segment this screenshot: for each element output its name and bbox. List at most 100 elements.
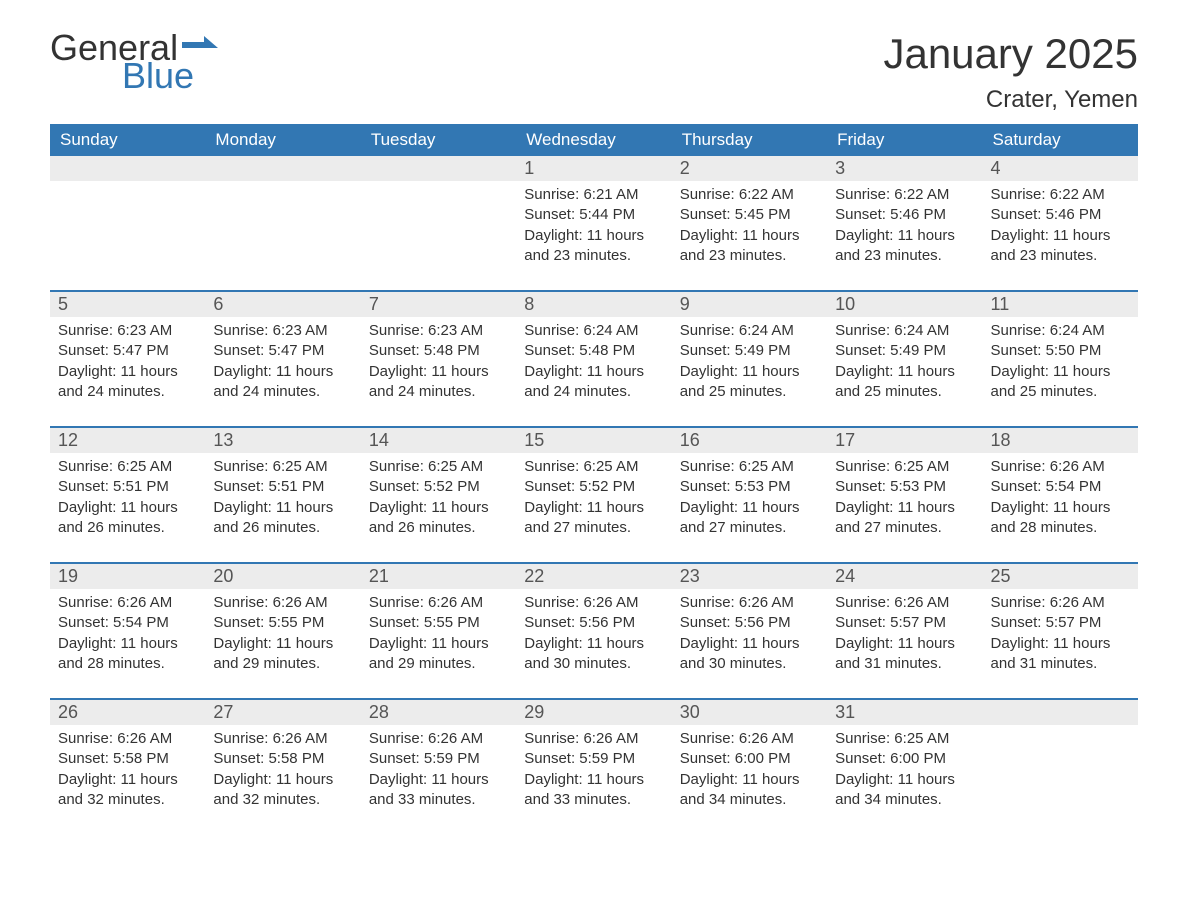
sunrise-line: Sunrise: 6:24 AM [524,322,638,339]
day-number: 29 [516,700,671,725]
daylight-line: Daylight: 11 hours and 31 minutes. [991,635,1111,672]
sunrise-line: Sunrise: 6:25 AM [58,458,172,475]
day-number: 2 [672,156,827,181]
day-cell: Sunrise: 6:26 AMSunset: 6:00 PMDaylight:… [672,725,827,834]
daylight-line: Daylight: 11 hours and 31 minutes. [835,635,955,672]
day-cell: Sunrise: 6:25 AMSunset: 5:53 PMDaylight:… [672,453,827,562]
sunset-line: Sunset: 5:46 PM [835,206,946,223]
sunset-line: Sunset: 5:51 PM [58,478,169,495]
sunrise-line: Sunrise: 6:26 AM [680,730,794,747]
daylight-line: Daylight: 11 hours and 27 minutes. [524,499,644,536]
header: General Blue January 2025 Crater, Yemen [50,30,1138,114]
day-header: Sunday [50,124,205,156]
sunset-line: Sunset: 5:48 PM [524,342,635,359]
day-cell: Sunrise: 6:26 AMSunset: 5:57 PMDaylight:… [827,589,982,698]
sunrise-line: Sunrise: 6:26 AM [58,594,172,611]
day-cell: Sunrise: 6:23 AMSunset: 5:48 PMDaylight:… [361,317,516,426]
sunrise-line: Sunrise: 6:25 AM [524,458,638,475]
daylight-line: Daylight: 11 hours and 29 minutes. [369,635,489,672]
daylight-line: Daylight: 11 hours and 34 minutes. [835,771,955,808]
day-number: 22 [516,564,671,589]
day-number: 17 [827,428,982,453]
daylight-line: Daylight: 11 hours and 23 minutes. [991,227,1111,264]
day-number: 13 [205,428,360,453]
sunset-line: Sunset: 5:47 PM [213,342,324,359]
sunset-line: Sunset: 5:46 PM [991,206,1102,223]
day-header: Wednesday [516,124,671,156]
day-cell [50,181,205,271]
month-title: January 2025 [883,30,1138,78]
day-number: . [205,156,360,181]
sunset-line: Sunset: 5:50 PM [991,342,1102,359]
daylight-line: Daylight: 11 hours and 23 minutes. [835,227,955,264]
daylight-line: Daylight: 11 hours and 30 minutes. [524,635,644,672]
sunrise-line: Sunrise: 6:22 AM [680,186,794,203]
sunrise-line: Sunrise: 6:21 AM [524,186,638,203]
day-number: 30 [672,700,827,725]
day-cell: Sunrise: 6:22 AM Sunset: 5:46 PM Daylight:… [983,181,1138,290]
day-number: . [50,156,205,181]
sunset-line: Sunset: 5:59 PM [524,750,635,767]
day-cell: Sunrise: 6:25 AMSunset: 5:51 PMDaylight:… [205,453,360,562]
sunset-line: Sunset: 5:44 PM [524,206,635,223]
sunset-line: Sunset: 5:55 PM [213,614,324,631]
sunrise-line: Sunrise: 6:26 AM [213,730,327,747]
day-cell: Sunrise: 6:26 AMSunset: 5:54 PMDaylight:… [983,453,1138,562]
day-cell: Sunrise: 6:26 AMSunset: 5:55 PMDaylight:… [361,589,516,698]
sunrise-line: Sunrise: 6:26 AM [680,594,794,611]
sunrise-line: Sunrise: 6:26 AM [991,594,1105,611]
sunrise-line: Sunrise: 6:24 AM [991,322,1105,339]
sunset-line: Sunset: 5:48 PM [369,342,480,359]
day-number: 31 [827,700,982,725]
sunrise-line: Sunrise: 6:26 AM [524,594,638,611]
sunset-line: Sunset: 5:53 PM [680,478,791,495]
day-cell: Sunrise: 6:26 AMSunset: 5:58 PMDaylight:… [50,725,205,834]
sunrise-line: Sunrise: 6:26 AM [58,730,172,747]
sunset-line: Sunset: 5:51 PM [213,478,324,495]
sunrise-line: Sunrise: 6:24 AM [680,322,794,339]
sunset-line: Sunset: 6:00 PM [680,750,791,767]
day-number: 27 [205,700,360,725]
day-cell: Sunrise: 6:26 AMSunset: 5:58 PMDaylight:… [205,725,360,834]
day-number: 25 [983,564,1138,589]
day-number: 8 [516,292,671,317]
sunrise-line: Sunrise: 6:25 AM [835,458,949,475]
daylight-line: Daylight: 11 hours and 25 minutes. [680,363,800,400]
day-number: 21 [361,564,516,589]
sunrise-line: Sunrise: 6:22 AM [991,186,1105,203]
day-number: 3 [827,156,982,181]
sunset-line: Sunset: 5:49 PM [680,342,791,359]
daylight-line: Daylight: 11 hours and 25 minutes. [991,363,1111,400]
day-cell: Sunrise: 6:24 AM Sunset: 5:49 PM Daylight:… [672,317,827,426]
day-cell: Sunrise: 6:26 AMSunset: 5:55 PMDaylight:… [205,589,360,698]
day-cell: Sunrise: 6:22 AM Sunset: 5:45 PM Daylight:… [672,181,827,290]
sunset-line: Sunset: 5:53 PM [835,478,946,495]
daylight-line: Daylight: 11 hours and 26 minutes. [369,499,489,536]
daylight-line: Daylight: 11 hours and 28 minutes. [58,635,178,672]
sunset-line: Sunset: 5:58 PM [58,750,169,767]
daylight-line: Daylight: 11 hours and 30 minutes. [680,635,800,672]
sunset-line: Sunset: 5:45 PM [680,206,791,223]
sunset-line: Sunset: 5:56 PM [524,614,635,631]
day-cell [361,181,516,271]
sunset-line: Sunset: 5:57 PM [991,614,1102,631]
daylight-line: Daylight: 11 hours and 24 minutes. [58,363,178,400]
daylight-line: Daylight: 11 hours and 23 minutes. [680,227,800,264]
day-cell: Sunrise: 6:21 AMSunset: 5:44 PMDaylight:… [516,181,671,290]
day-number: 24 [827,564,982,589]
day-number: 14 [361,428,516,453]
sunrise-line: Sunrise: 6:24 AM [835,322,949,339]
day-cell: Sunrise: 6:26 AMSunset: 5:56 PMDaylight:… [672,589,827,698]
daylight-line: Daylight: 11 hours and 32 minutes. [213,771,333,808]
sunrise-line: Sunrise: 6:22 AM [835,186,949,203]
day-number: . [361,156,516,181]
sunrise-line: Sunrise: 6:26 AM [213,594,327,611]
day-number: 7 [361,292,516,317]
day-number: 1 [516,156,671,181]
sunset-line: Sunset: 5:59 PM [369,750,480,767]
day-number: 19 [50,564,205,589]
sunset-line: Sunset: 5:49 PM [835,342,946,359]
day-cell: Sunrise: 6:26 AM Sunset: 5:56 PM Daylight:… [516,589,671,698]
day-number: 26 [50,700,205,725]
day-number: 6 [205,292,360,317]
